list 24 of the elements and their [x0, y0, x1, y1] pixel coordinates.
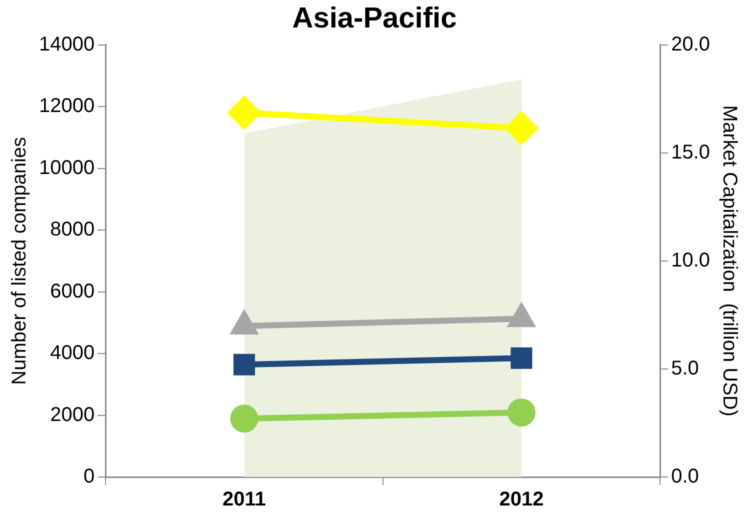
y-tick-label: 2000: [50, 404, 95, 426]
y2-axis-title: Market Capitalization (trillion USD): [718, 105, 740, 416]
y-tick-label: 10000: [38, 156, 95, 179]
y-tick-label: 14000: [38, 33, 95, 56]
point: [505, 112, 538, 144]
y-tick-label: 12000: [38, 95, 95, 118]
chart-title: Asia-Pacific: [292, 2, 457, 34]
point: [233, 354, 256, 376]
y-tick-label: 0: [83, 466, 95, 488]
y2-tick-label: 20.0: [671, 33, 710, 56]
y2-tick-label: 15.0: [671, 141, 710, 164]
point: [510, 347, 532, 369]
y-tick-label: 4000: [50, 342, 95, 364]
y-axis-title: Number of listed companies: [8, 136, 31, 385]
y2-tick-label: 10.0: [671, 249, 710, 272]
y-tick-label: 8000: [50, 218, 95, 241]
point: [507, 398, 536, 426]
y2-tick-label: 5.0: [671, 357, 699, 380]
y-tick-label: 6000: [50, 280, 95, 302]
x-tick-label: 2011: [222, 488, 266, 511]
point: [228, 96, 260, 129]
point: [230, 404, 258, 433]
x-tick-label: 2012: [499, 488, 544, 511]
y2-tick-label: 0.0: [671, 466, 699, 488]
